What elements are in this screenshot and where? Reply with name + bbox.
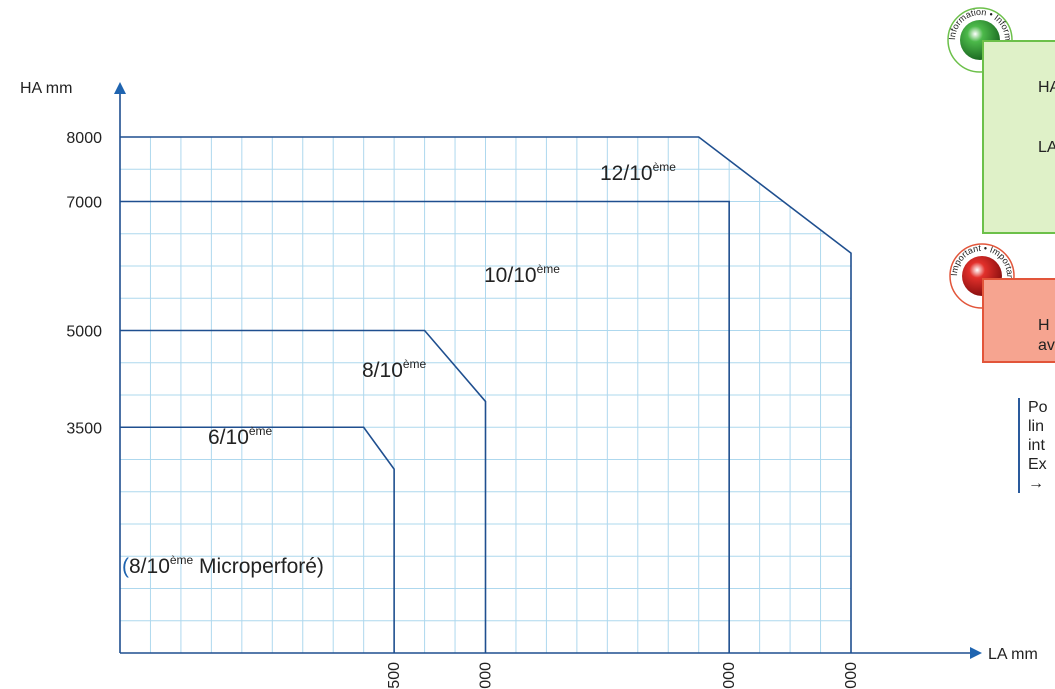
badges: Information • InformationImportant • Imp… (947, 7, 1015, 309)
boundaries (120, 136, 852, 653)
y-axis-arrow-icon (114, 82, 126, 94)
x-axis-label: LA mm (988, 646, 1038, 663)
x-tick-label: 10000 (721, 662, 738, 689)
important-line-2: av (1038, 337, 1055, 354)
x-tick-label: 12000 (843, 662, 860, 689)
note-line-2: lin (1028, 418, 1045, 435)
x-tick-label: 4500 (386, 662, 403, 689)
important-line-1: H (1038, 317, 1050, 334)
region-label-3: 10/10ème (484, 262, 560, 287)
region-label-1: 6/10ème (208, 424, 273, 449)
note-line-1: Po (1028, 399, 1048, 416)
region-boundary-2 (120, 329, 487, 653)
region-labels: 6/10ème 8/10ème 10/10ème 12/10ème (8/10ème M… (122, 160, 676, 578)
x-axis-arrow-icon (970, 647, 982, 659)
x-tick-label: 6000 (478, 662, 495, 689)
y-tick-label: 5000 (66, 324, 102, 341)
info-line-2: LA (1038, 139, 1055, 156)
y-tick-label: 7000 (66, 195, 102, 212)
region-boundary-3 (120, 200, 730, 653)
important-panel: H av (982, 278, 1055, 363)
region-label-1-alt: (8/10ème Microperforé) (122, 553, 324, 578)
note-line-4: Ex (1028, 456, 1047, 473)
region-label-2: 8/10ème (362, 357, 427, 382)
information-panel: HA LA (982, 40, 1055, 234)
region-boundary-4 (120, 136, 852, 653)
y-tick-label: 3500 (66, 420, 102, 437)
info-line-1: HA (1038, 79, 1055, 96)
tick-labels: 3500 5000 7000 8000 4500 6000 10000 12000 (66, 130, 860, 689)
note-line-5: → (1028, 475, 1044, 492)
y-tick-label: 8000 (66, 130, 102, 147)
note-block: Po lin int Ex → (1018, 398, 1055, 493)
axes: LA mm HA mm (20, 80, 1038, 663)
region-label-4: 12/10ème (600, 160, 676, 185)
region-boundary-1 (120, 426, 395, 653)
note-line-3: int (1028, 437, 1045, 454)
y-axis-label: HA mm (20, 80, 72, 97)
